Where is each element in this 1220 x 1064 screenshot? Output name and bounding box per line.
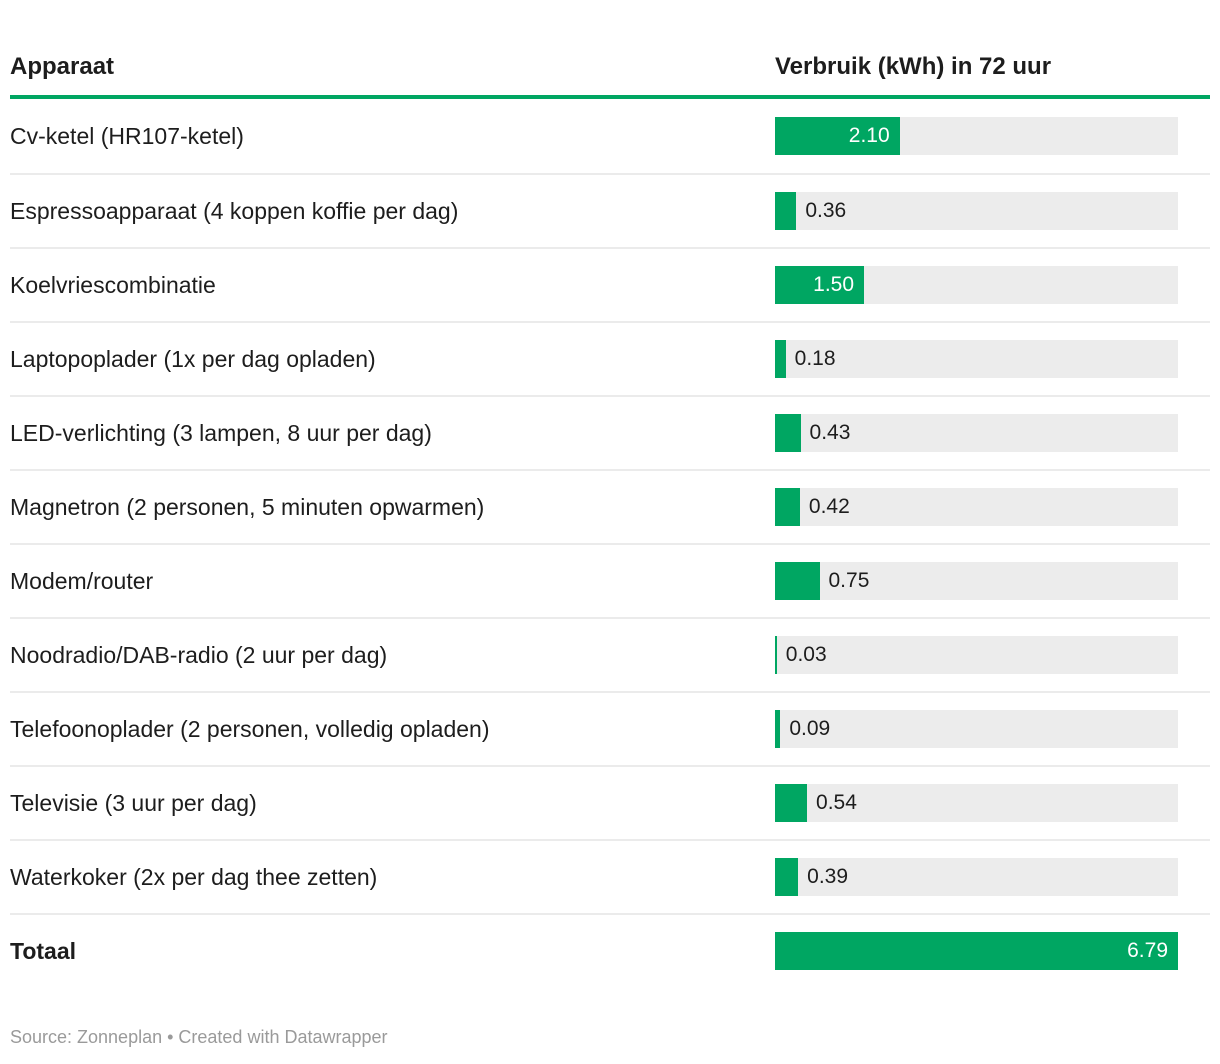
bar-track: 2.10 (775, 117, 1178, 155)
device-label: Modem/router (10, 567, 154, 594)
bar-value-label: 0.03 (785, 643, 827, 666)
bar-fill (775, 340, 786, 378)
bar-track: 0.03 (775, 636, 1178, 674)
bar-track: 0.54 (775, 784, 1178, 822)
bar-track: 1.50 (775, 266, 1178, 304)
device-label: Telefoonoplader (2 personen, volledig op… (10, 715, 490, 742)
table-row: Laptopoplader (1x per dag opladen) 0.18 (10, 321, 1210, 395)
device-label: Magnetron (2 personen, 5 minuten opwarme… (10, 493, 485, 520)
bar-cell: 0.18 (775, 340, 1178, 378)
bar-fill (775, 858, 799, 896)
table-row: Televisie (3 uur per dag) 0.54 (10, 765, 1210, 839)
bar-value-label: 0.18 (794, 347, 836, 370)
device-label: Cv-ketel (HR107-ketel) (10, 122, 244, 149)
bar-track: 0.36 (775, 192, 1178, 230)
bar-value-label: 0.54 (816, 791, 857, 814)
bar-cell: 0.75 (775, 562, 1178, 600)
bar-cell: 2.10 (775, 117, 1178, 155)
table-row: Magnetron (2 personen, 5 minuten opwarme… (10, 469, 1210, 543)
bar-track: 0.18 (775, 340, 1178, 378)
bar-value-label: 0.75 (828, 569, 870, 592)
bar-value-label: 0.39 (807, 865, 849, 888)
device-label: Laptopoplader (1x per dag opladen) (10, 345, 376, 372)
table-row: Waterkoker (2x per dag thee zetten) 0.39 (10, 839, 1210, 913)
bar-track: 0.43 (775, 414, 1178, 452)
bar-track: 6.79 (775, 932, 1178, 970)
bar-fill (775, 932, 1178, 970)
table-row: Noodradio/DAB-radio (2 uur per dag) 0.03 (10, 617, 1210, 691)
bar-fill (775, 562, 820, 600)
device-label: Televisie (3 uur per dag) (10, 789, 257, 816)
bar-track: 0.42 (775, 488, 1178, 526)
bar-fill (775, 192, 797, 230)
table-row: LED-verlichting (3 lampen, 8 uur per dag… (10, 395, 1210, 469)
bar-value-label: 1.50 (813, 273, 855, 296)
bar-cell: 0.43 (775, 414, 1178, 452)
bar-value-label: 0.42 (808, 495, 850, 518)
bar-cell: 6.79 (775, 932, 1178, 970)
table-header: Apparaat Verbruik (kWh) in 72 uur (10, 0, 1210, 99)
column-header-verbruik: Verbruik (kWh) in 72 uur (775, 53, 1052, 80)
device-label: Noodradio/DAB-radio (2 uur per dag) (10, 641, 388, 668)
bar-cell: 0.39 (775, 858, 1178, 896)
bar-fill (775, 414, 801, 452)
table-body: Cv-ketel (HR107-ketel) 2.10 Espressoappa… (10, 99, 1210, 987)
source-attribution: Source: Zonneplan • Created with Datawra… (10, 1027, 388, 1047)
column-header-apparaat: Apparaat (10, 53, 115, 80)
table-row: Modem/router 0.75 (10, 543, 1210, 617)
bar-value-label: 6.79 (1127, 939, 1168, 962)
bar-value-label: 0.09 (789, 717, 831, 740)
bar-cell: 0.09 (775, 710, 1178, 748)
device-label: Waterkoker (2x per dag thee zetten) (10, 863, 378, 890)
table-row: Cv-ketel (HR107-ketel) 2.10 (10, 99, 1210, 173)
device-label: LED-verlichting (3 lampen, 8 uur per dag… (10, 419, 432, 446)
bar-fill (775, 488, 800, 526)
bar-fill (775, 117, 900, 155)
device-label: Espressoapparaat (4 koppen koffie per da… (10, 197, 459, 224)
bar-cell: 0.54 (775, 784, 1178, 822)
table-row: Koelvriescombinatie 1.50 (10, 247, 1210, 321)
bar-cell: 0.42 (775, 488, 1178, 526)
table-row: Telefoonoplader (2 personen, volledig op… (10, 691, 1210, 765)
bar-value-label: 0.36 (805, 199, 847, 222)
table-row: Totaal 6.79 (10, 913, 1210, 987)
bar-track: 0.75 (775, 562, 1178, 600)
bar-fill (775, 636, 777, 674)
bar-cell: 0.36 (775, 192, 1178, 230)
device-label: Totaal (10, 937, 77, 964)
bar-value-label: 2.10 (848, 124, 890, 147)
bar-cell: 1.50 (775, 266, 1178, 304)
bar-value-label: 0.43 (809, 421, 851, 444)
bar-fill (775, 266, 865, 304)
bar-track: 0.39 (775, 858, 1178, 896)
bar-fill (775, 710, 781, 748)
bar-cell: 0.03 (775, 636, 1178, 674)
bar-fill (775, 784, 808, 822)
bar-track: 0.09 (775, 710, 1178, 748)
device-label: Koelvriescombinatie (10, 271, 216, 298)
table-row: Espressoapparaat (4 koppen koffie per da… (10, 173, 1210, 247)
